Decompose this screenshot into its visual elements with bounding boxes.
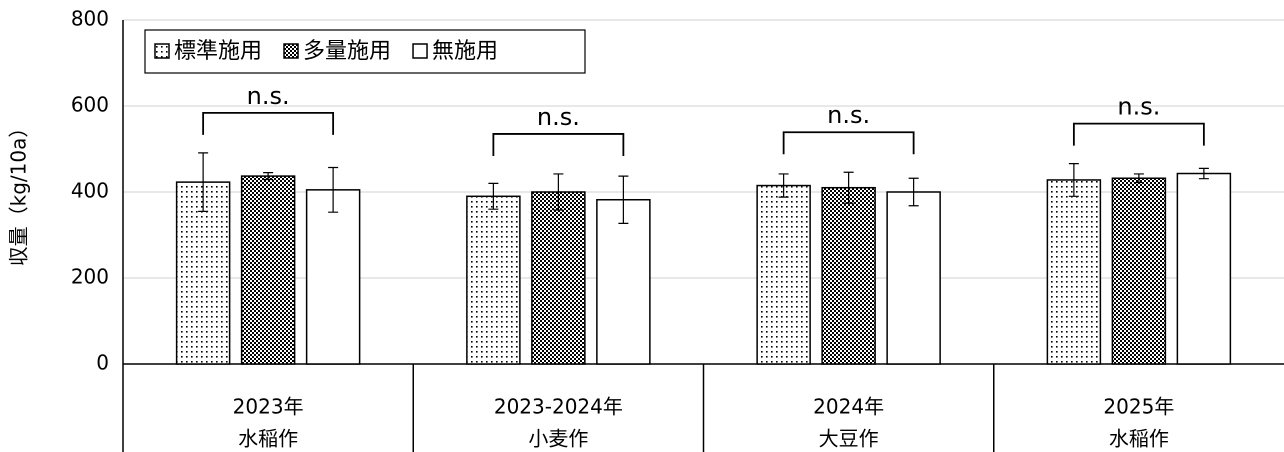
y-tick-label: 200 — [71, 265, 109, 289]
bar — [240, 175, 296, 365]
annotation: n.s. — [247, 82, 290, 110]
error-bar — [488, 182, 499, 210]
error-bar — [1133, 173, 1144, 184]
legend-label: 標準施用 — [174, 39, 262, 64]
x-tick-label: 水稲作 — [238, 427, 298, 451]
bar — [886, 191, 941, 365]
error-bar — [1198, 167, 1209, 180]
bar — [821, 186, 876, 365]
significance-bracket — [202, 111, 335, 135]
annotation: n.s. — [537, 103, 580, 131]
legend-swatch — [283, 43, 299, 59]
y-tick-label: 0 — [96, 351, 109, 375]
x-tick-label: 大豆作 — [819, 427, 879, 451]
y-axis-label: 収量（kg/10a） — [7, 118, 31, 267]
x-tick-label: 2023年 — [233, 395, 304, 419]
x-tick-label: 2024年 — [813, 395, 884, 419]
bar — [175, 181, 231, 365]
error-bar — [908, 177, 919, 207]
error-bar — [778, 173, 789, 198]
legend-label: 無施用 — [432, 39, 498, 64]
legend-swatch — [412, 43, 428, 59]
bar — [1176, 172, 1232, 365]
significance-bracket — [1072, 122, 1205, 146]
bar — [531, 191, 586, 365]
y-tick-label: 400 — [71, 179, 109, 203]
bar — [305, 189, 361, 365]
bar — [756, 184, 811, 365]
bar — [1046, 179, 1102, 365]
x-tick-label: 2023-2024年 — [494, 395, 623, 419]
significance-bracket — [782, 131, 915, 155]
error-bar — [328, 166, 339, 213]
bar — [466, 195, 521, 365]
x-tick-label: 小麦作 — [528, 427, 588, 451]
significance-bracket — [492, 133, 625, 156]
y-tick-label: 600 — [71, 93, 109, 117]
bar — [1111, 177, 1167, 365]
bar — [596, 198, 651, 365]
x-tick-label: 2025年 — [1103, 395, 1174, 419]
annotation: n.s. — [827, 101, 870, 129]
error-bar — [1068, 163, 1079, 197]
error-bar — [263, 172, 274, 181]
legend-label: 多量施用 — [303, 39, 391, 64]
legend-swatch — [154, 43, 170, 59]
annotation: n.s. — [1117, 93, 1160, 121]
x-tick-label: 水稲作 — [1109, 427, 1169, 451]
legend-box — [144, 29, 586, 74]
y-tick-label: 800 — [71, 7, 109, 31]
error-bar — [843, 171, 854, 204]
error-bar — [618, 175, 629, 224]
error-bar — [198, 152, 209, 212]
error-bar — [553, 173, 564, 211]
